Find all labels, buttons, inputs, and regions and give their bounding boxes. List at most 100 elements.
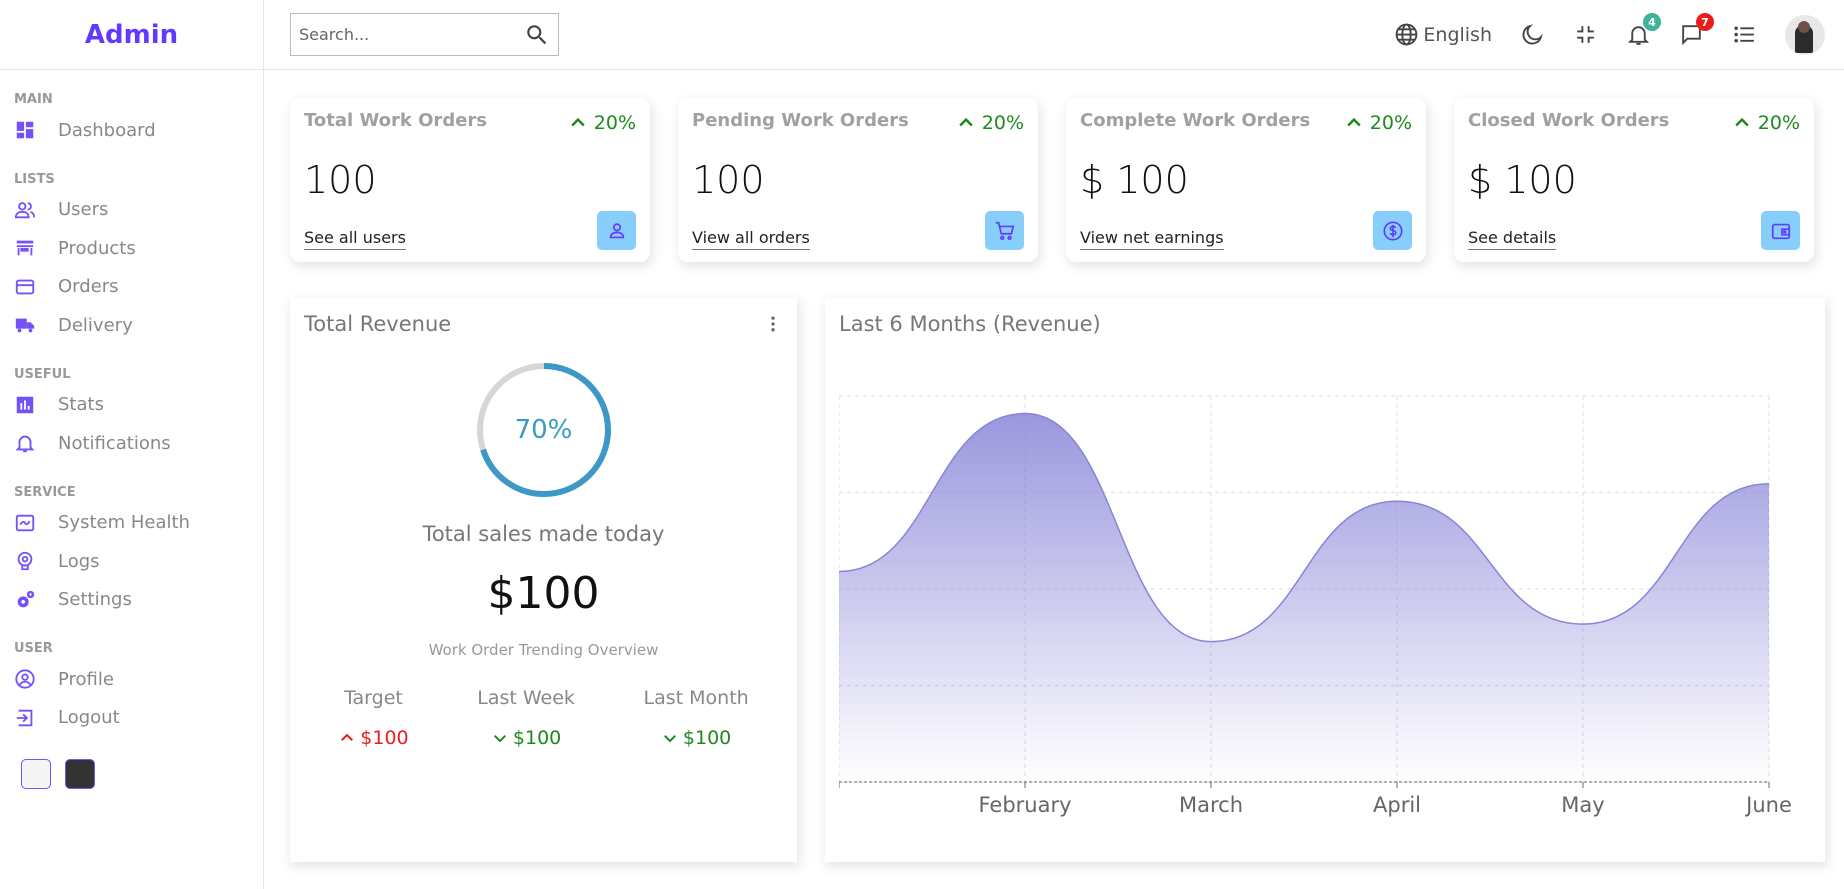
sidebar-item-label: Logs	[58, 550, 100, 572]
widget-title: Closed Work Orders	[1468, 110, 1670, 131]
messages-button[interactable]: 7	[1679, 13, 1714, 47]
summary-value: $100	[682, 727, 732, 749]
sidebar-item-label: Stats	[58, 394, 104, 416]
sidebar-section-title: MAIN	[14, 92, 53, 107]
credit-card-icon	[14, 276, 36, 298]
bell-icon	[1627, 26, 1650, 45]
sidebar-item-logout[interactable]: Logout	[14, 699, 263, 738]
notifications-button[interactable]: 4	[1626, 13, 1661, 47]
chevron-up-icon	[959, 117, 973, 127]
gears-icon	[14, 589, 36, 611]
revenue-chart-card: Last 6 Months (Revenue) February March Apr…	[825, 298, 1825, 862]
logo[interactable]: Admin	[84, 19, 179, 50]
navbar: English 4 7	[264, 0, 1844, 70]
logout-icon	[14, 707, 36, 729]
widget-link[interactable]: See details	[1468, 228, 1557, 250]
progress-circle: 70%	[474, 360, 614, 500]
user-avatar[interactable]	[1785, 14, 1825, 55]
widget-link[interactable]: View net earnings	[1080, 228, 1224, 250]
sidebar-item-orders[interactable]: Orders	[14, 268, 263, 307]
sidebar-item-logs[interactable]: Logs	[14, 542, 263, 581]
progress-label: 70%	[514, 415, 573, 445]
x-tick-label: March	[1179, 793, 1243, 817]
sidebar-item-profile[interactable]: Profile	[14, 660, 263, 699]
truck-icon	[14, 314, 36, 336]
navbar-items: English 4 7	[1366, 13, 1825, 55]
summary-value: $100	[360, 727, 409, 749]
sidebar-item-delivery[interactable]: Delivery	[14, 306, 263, 345]
featured-title: Total Revenue	[304, 312, 452, 336]
widget-percentage-value: 20%	[981, 112, 1024, 134]
sidebar-item-label: Delivery	[58, 314, 133, 336]
widget-card: Closed Work Orders $ 100 See details 20%	[1454, 98, 1814, 262]
sidebar-menu: MAIN Dashboard LISTS Users Products Orders Del…	[0, 92, 263, 789]
theme-dark-option[interactable]	[65, 759, 95, 789]
sidebar-item-products[interactable]: Products	[14, 229, 263, 268]
summary-item: Last Week $100	[477, 687, 575, 749]
store-icon	[14, 237, 36, 259]
sidebar-item-users[interactable]: Users	[14, 191, 263, 230]
chevron-up-icon	[1347, 117, 1361, 127]
sidebar-item-label: Orders	[58, 276, 119, 298]
cart-icon	[985, 211, 1024, 250]
moon-icon	[1522, 24, 1543, 45]
globe-icon	[1396, 23, 1418, 46]
featured-description: Work Order Trending Overview	[428, 641, 659, 659]
brain-icon	[14, 550, 36, 572]
sidebar-item-stats[interactable]: Stats	[14, 386, 263, 425]
charts-row: Total Revenue 70% Total sales made today	[264, 262, 1844, 862]
language-selector[interactable]: English	[1394, 22, 1492, 47]
search-icon[interactable]	[524, 22, 550, 48]
featured-subtitle: Total sales made today	[422, 522, 665, 546]
summary-title: Last Month	[643, 687, 749, 709]
chart-title: Last 6 Months (Revenue)	[839, 312, 1101, 336]
summary-result: $100	[661, 727, 731, 749]
dashboard-icon	[14, 119, 36, 141]
widget-card: Total Work Orders 100 See all users 20%	[290, 98, 650, 262]
revenue-area-chart: February March April May June	[839, 395, 1792, 817]
widget-link[interactable]: See all users	[304, 228, 406, 250]
widget-percentage-value: 20%	[593, 112, 636, 134]
sidebar-section-title: SERVICE	[14, 484, 76, 500]
sidebar-item-dashboard[interactable]: Dashboard	[14, 111, 263, 150]
area-fill	[839, 413, 1769, 782]
sidebar-item-system-health[interactable]: System Health	[14, 504, 263, 543]
widget-card: Pending Work Orders 100 View all orders …	[678, 98, 1038, 262]
more-options-button[interactable]	[763, 314, 783, 334]
sidebar-item-notifications[interactable]: Notifications	[14, 424, 263, 463]
sidebar-item-label: Settings	[58, 589, 132, 611]
widget-percentage: 20%	[1344, 112, 1412, 134]
sidebar-item-settings[interactable]: Settings	[14, 581, 263, 620]
widget-title: Complete Work Orders	[1080, 110, 1311, 131]
theme-light-option[interactable]	[21, 759, 51, 789]
summary-result: $100	[338, 727, 409, 749]
x-tick-label: February	[978, 793, 1071, 817]
sidebar-item-label: Dashboard	[58, 119, 156, 141]
widgets-row: Total Work Orders 100 See all users 20% …	[264, 70, 1844, 262]
featured-amount: $100	[487, 568, 600, 619]
search-input[interactable]	[299, 25, 524, 44]
chevron-up-icon	[341, 733, 354, 741]
more-vert-icon	[771, 316, 775, 332]
health-icon	[14, 512, 36, 534]
featured-card: Total Revenue 70% Total sales made today	[290, 298, 797, 862]
widget-counter: $ 100	[1080, 157, 1189, 202]
dark-mode-toggle[interactable]	[1520, 22, 1545, 47]
users-icon	[14, 199, 36, 221]
list-button[interactable]	[1732, 22, 1757, 47]
widget-link[interactable]: View all orders	[692, 228, 810, 250]
fullscreen-exit-button[interactable]	[1573, 22, 1598, 47]
dollar-icon	[1373, 211, 1412, 250]
x-tick-label: April	[1373, 793, 1421, 817]
x-tick-label: June	[1744, 793, 1792, 817]
bell-icon	[14, 432, 36, 454]
chevron-down-icon	[663, 735, 676, 743]
widget-card: Complete Work Orders $ 100 View net earn…	[1066, 98, 1426, 262]
widget-percentage: 20%	[1732, 112, 1800, 134]
sidebar-item-label: Notifications	[58, 432, 171, 454]
sidebar-section-title: LISTS	[14, 171, 55, 187]
chevron-up-icon	[1735, 117, 1749, 127]
chart-icon	[14, 394, 36, 416]
widget-counter: 100	[692, 157, 765, 202]
widget-percentage-value: 20%	[1757, 112, 1800, 134]
